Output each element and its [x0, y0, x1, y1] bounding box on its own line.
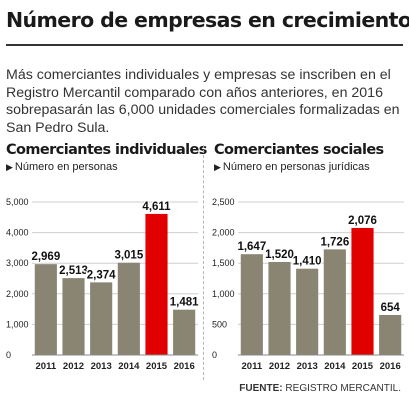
- x-tick-label: 2011: [36, 361, 57, 372]
- y-tick-label: 2,000: [212, 228, 235, 238]
- y-tick-label: 2,000: [6, 289, 29, 299]
- chart-subtitle-text: Número en personas: [14, 161, 118, 173]
- bar: [117, 262, 140, 355]
- chart-subtitle-sociales: ▶ Número en personas jurídicas: [214, 161, 370, 173]
- chart-comerciantes-individuales: 0 1,000 2,000 3,000 4,000 5,000 2,969 2011 2,513…: [6, 197, 200, 372]
- x-tick-label: 2015: [352, 361, 374, 372]
- bar: [268, 261, 291, 355]
- y-tick-label: 1,500: [212, 258, 235, 268]
- data-label: 3,015: [114, 250, 143, 262]
- bar: [323, 249, 346, 355]
- triangle-bullet-icon: ▶: [214, 162, 221, 172]
- x-tick-label: 2016: [380, 361, 401, 372]
- x-tick-label: 2011: [242, 361, 263, 372]
- data-label: 2,374: [87, 269, 116, 281]
- data-label: 1,481: [170, 297, 199, 309]
- x-tick-label: 2013: [91, 361, 112, 372]
- bar: [379, 314, 402, 355]
- data-label: 1,647: [237, 241, 266, 253]
- triangle-bullet-icon: ▶: [6, 162, 13, 172]
- source-label: FUENTE:: [239, 383, 283, 394]
- chart-title-individuales: Comerciantes individuales: [6, 142, 207, 158]
- x-tick-label: 2014: [324, 361, 346, 372]
- y-tick-label: 1,000: [6, 319, 29, 329]
- panel-divider: [203, 145, 204, 380]
- bar: [173, 309, 196, 355]
- y-tick-label: 0: [212, 350, 217, 360]
- x-tick-label: 2016: [174, 361, 195, 372]
- data-label: 4,611: [142, 201, 171, 213]
- bar: [34, 264, 57, 355]
- chart-title-sociales: Comerciantes sociales: [214, 142, 384, 158]
- chart-subtitle-individuales: ▶ Número en personas: [6, 161, 118, 173]
- bar: [351, 227, 374, 355]
- y-tick-label: 1,000: [212, 289, 235, 299]
- y-tick-label: 0: [6, 350, 11, 360]
- x-tick-label: 2013: [297, 361, 318, 372]
- bar: [90, 282, 113, 355]
- x-tick-label: 2012: [269, 361, 290, 372]
- bar: [240, 254, 263, 355]
- source-note: FUENTE: REGISTRO MERCANTIL.: [239, 383, 401, 394]
- title-divider: [6, 44, 403, 46]
- bar: [62, 278, 85, 355]
- bar: [145, 213, 168, 355]
- data-label: 2,969: [31, 251, 60, 263]
- y-tick-label: 3,000: [6, 258, 29, 268]
- data-label: 2,513: [59, 265, 88, 277]
- y-tick-label: 2,500: [212, 197, 235, 207]
- data-label: 1,520: [265, 249, 294, 261]
- data-label: 1,410: [293, 256, 322, 268]
- y-tick-label: 500: [212, 319, 227, 329]
- chart-comerciantes-sociales: 0 500 1,000 1,500 2,000 2,500 1,647 2011 1,520 20…: [212, 197, 404, 372]
- source-text: REGISTRO MERCANTIL.: [285, 383, 401, 394]
- x-tick-label: 2014: [118, 361, 140, 372]
- y-tick-label: 4,000: [6, 228, 29, 238]
- chart-subtitle-text: Número en personas jurídicas: [222, 161, 370, 173]
- y-tick-label: 5,000: [6, 197, 29, 207]
- bar: [296, 268, 319, 355]
- page-title: Número de empresas en crecimiento: [6, 8, 409, 32]
- intro-paragraph: Más comerciantes individuales y empresas…: [6, 67, 400, 136]
- data-label: 2,076: [348, 215, 377, 227]
- data-label: 654: [381, 302, 401, 314]
- x-tick-label: 2012: [63, 361, 84, 372]
- data-label: 1,726: [320, 236, 349, 248]
- x-tick-label: 2015: [146, 361, 168, 372]
